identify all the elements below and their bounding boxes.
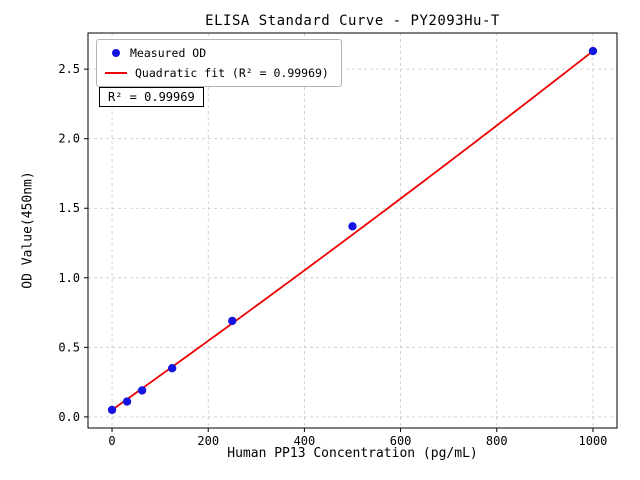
data-point [107, 405, 117, 415]
x-tick-label: 400 [294, 434, 316, 448]
legend-item-measured: Measured OD [105, 46, 329, 60]
data-point [137, 386, 147, 395]
x-tick-label: 600 [390, 434, 412, 448]
data-point [588, 46, 598, 56]
y-tick-label: 1.5 [58, 201, 80, 215]
fit-line [111, 50, 594, 411]
y-axis-label: OD Value(450nm) [20, 171, 36, 289]
data-point [228, 316, 237, 326]
y-tick-label: 0.0 [58, 410, 80, 424]
r-squared-annotation: R² = 0.99969 [99, 87, 204, 107]
x-tick-label: 1000 [579, 434, 608, 448]
data-point [348, 222, 357, 231]
y-tick-label: 0.5 [58, 340, 80, 354]
x-tick-label: 0 [108, 434, 115, 448]
y-tick-label: 2.0 [58, 132, 80, 146]
x-axis-label: Human PP13 Concentration (pg/mL) [227, 446, 478, 461]
legend-label-measured: Measured OD [130, 46, 207, 60]
y-tick-label: 1.0 [58, 271, 80, 285]
legend: Measured OD Quadratic fit (R² = 0.99969) [96, 39, 342, 87]
legend-label-fit: Quadratic fit (R² = 0.99969) [135, 66, 329, 80]
legend-item-fit: Quadratic fit (R² = 0.99969) [105, 66, 329, 80]
y-tick-label: 2.5 [58, 62, 80, 76]
data-point [167, 363, 177, 373]
chart-title: ELISA Standard Curve - PY2093Hu-T [205, 13, 500, 29]
x-tick-label: 800 [486, 434, 508, 448]
data-point [122, 397, 132, 406]
scatter-marker-icon [112, 49, 120, 57]
line-marker-icon [105, 72, 127, 74]
x-tick-label: 200 [197, 434, 219, 448]
axes-border [87, 32, 618, 429]
